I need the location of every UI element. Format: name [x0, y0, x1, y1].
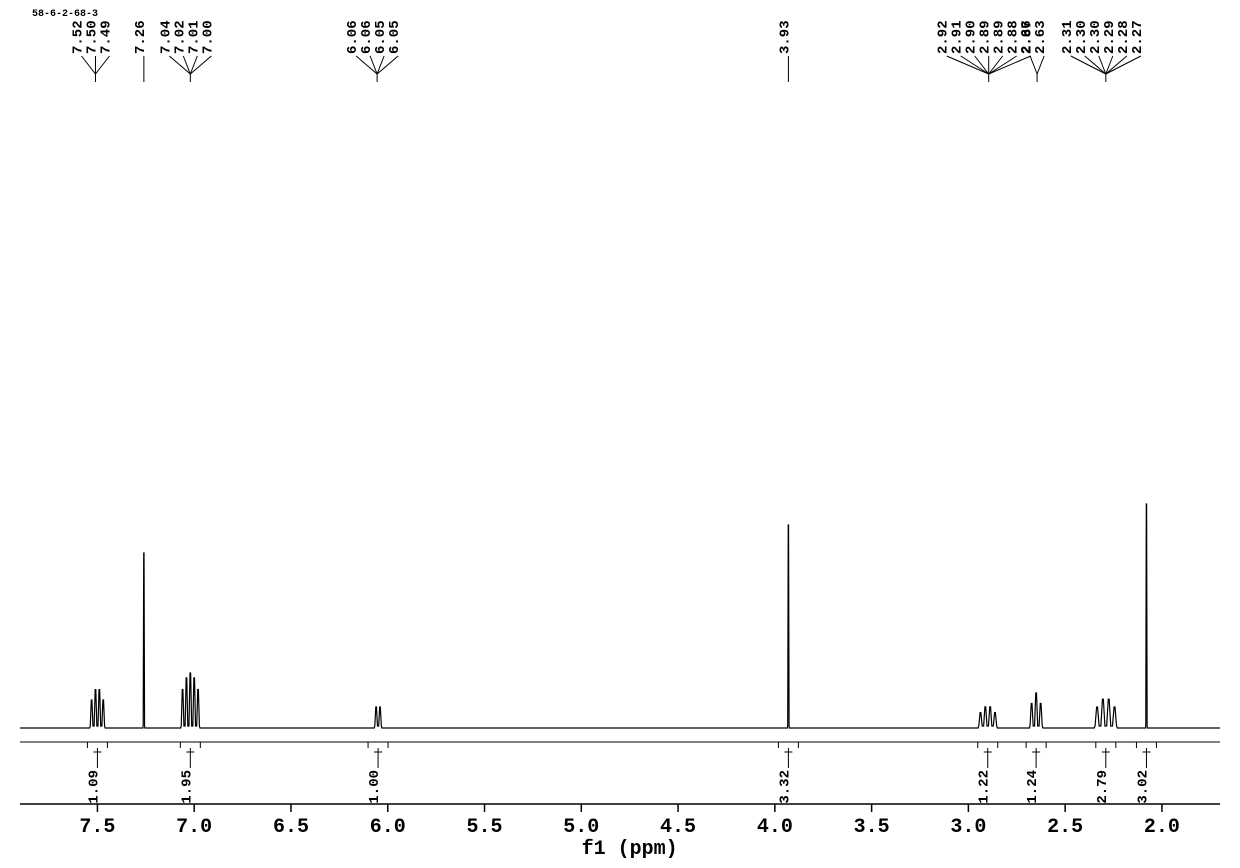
spectrum-trace	[20, 504, 1220, 728]
x-tick-label: 2.0	[1144, 816, 1180, 839]
x-tick-label: 7.0	[176, 816, 212, 839]
integral-label: 1.00	[367, 770, 383, 804]
nmr-spectrum: 1.09 1.95 1.00 3.32 1.22 1.24 2.79 3.02 7.5 7.0 6.…	[0, 0, 1240, 868]
peak-label-slant	[1037, 56, 1044, 74]
peak-label-slant	[95, 56, 109, 74]
peak-label-slant	[989, 56, 1031, 74]
integral-label: 3.32	[777, 770, 793, 804]
x-tick-label: 5.5	[467, 816, 503, 839]
x-tick-label: 3.5	[854, 816, 890, 839]
x-axis-label: f1 (ppm)	[582, 838, 678, 861]
peak-ppm-label: 7.00	[200, 20, 216, 54]
integral-label: 1.09	[86, 770, 102, 804]
peak-ppm-label: 7.26	[133, 20, 149, 54]
peak-ppm-label: 7.49	[98, 20, 114, 54]
sample-id-label: 58-6-2-68-3	[32, 9, 98, 20]
x-tick-label: 4.0	[757, 816, 793, 839]
x-tick-label: 6.0	[370, 816, 406, 839]
x-tick-label: 6.5	[273, 816, 309, 839]
x-tick-label: 2.5	[1047, 816, 1083, 839]
x-tick-label: 7.5	[79, 816, 115, 839]
peak-label-slant	[961, 56, 989, 74]
peak-label-slant	[1030, 56, 1037, 74]
peak-label-slant	[81, 56, 95, 74]
peak-ppm-label: 2.63	[1033, 20, 1049, 54]
x-tick-label: 3.0	[950, 816, 986, 839]
integral-label: 1.22	[977, 770, 993, 804]
integral-label: 2.79	[1095, 770, 1111, 804]
x-tick-label: 4.5	[660, 816, 696, 839]
peak-ppm-label: 2.27	[1130, 20, 1146, 54]
integral-label: 3.02	[1135, 770, 1151, 804]
x-tick-label: 5.0	[563, 816, 599, 839]
peak-ppm-label: 6.05	[387, 20, 403, 54]
peak-label-slant	[989, 56, 1017, 74]
peak-ppm-label: 3.93	[777, 20, 793, 54]
integral-label: 1.24	[1025, 770, 1041, 804]
peak-label-slant	[947, 56, 989, 74]
integral-label: 1.95	[179, 770, 195, 804]
